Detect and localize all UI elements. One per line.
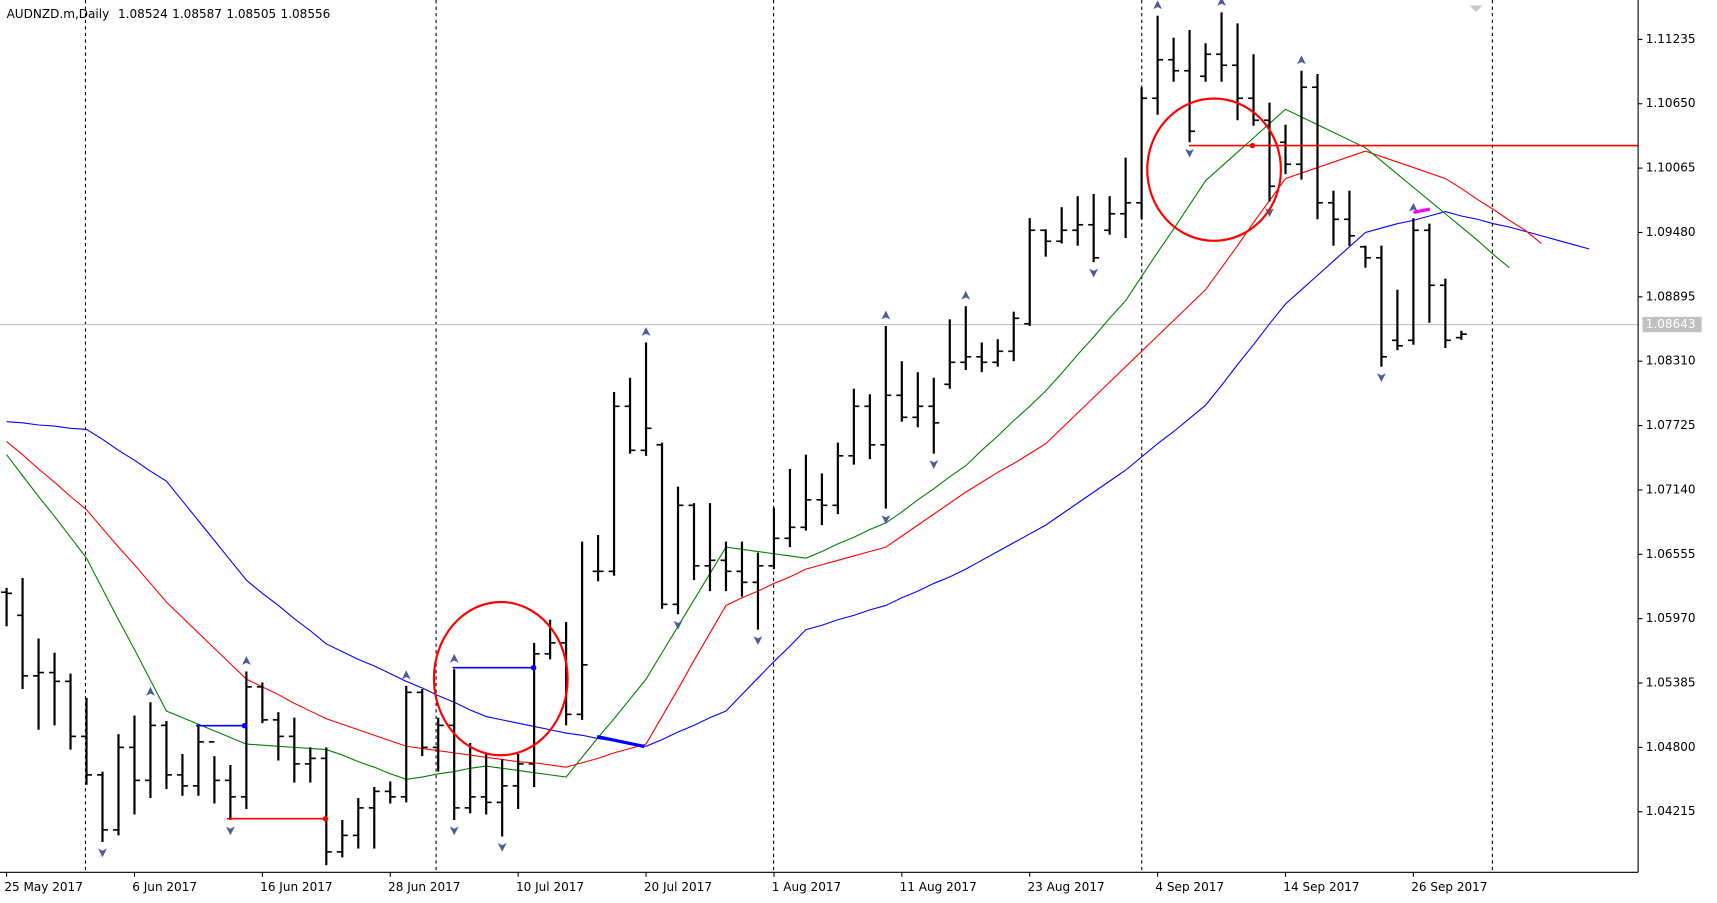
- x-tick-label: 23 Aug 2017: [1028, 880, 1105, 894]
- plot-layer: [0, 0, 1639, 866]
- x-tick-label: 1 Aug 2017: [772, 880, 841, 894]
- highlight-circle: [1146, 97, 1282, 242]
- fractal-down: [1089, 268, 1099, 278]
- drawings: [196, 5, 1639, 822]
- chart-title: AUDNZD.m,Daily 1.08524 1.08587 1.08505 1.085…: [7, 7, 331, 21]
- x-tick-label: 25 May 2017: [4, 880, 82, 894]
- x-tick-label: 26 Sep 2017: [1411, 880, 1487, 894]
- level-dot: [322, 815, 329, 822]
- fractal-up: [961, 290, 971, 300]
- fractal-up: [1217, 0, 1226, 6]
- fractal-down: [929, 460, 939, 469]
- fractal-up: [146, 686, 155, 696]
- x-tick-label: 28 Jun 2017: [388, 880, 460, 894]
- y-tick-label: 1.10065: [1646, 161, 1696, 175]
- fractal-down: [98, 848, 107, 858]
- last-close: 1.08556: [281, 7, 331, 21]
- symbol: AUDNZD.m,Daily: [7, 7, 110, 21]
- fractal-down: [1185, 148, 1194, 158]
- fractal-up: [881, 310, 891, 320]
- price-label-box: [1642, 316, 1702, 333]
- level-dot: [241, 722, 248, 729]
- y-tick-label: 1.11235: [1646, 32, 1696, 46]
- price-label: 1.08643: [1646, 317, 1696, 331]
- y-tick-label: 1.05385: [1646, 676, 1696, 690]
- last-high: 1.08587: [172, 7, 222, 21]
- fractal-up: [1409, 202, 1418, 212]
- last-open: 1.08524: [118, 7, 168, 21]
- y-tick-label: 1.07140: [1646, 482, 1696, 496]
- level-dot: [530, 664, 537, 671]
- fractal-down: [1377, 373, 1386, 383]
- fractal-up: [449, 653, 459, 663]
- fractal-down: [753, 636, 763, 645]
- indicator-line: [6, 108, 1510, 780]
- fractal-down: [1265, 208, 1274, 217]
- fractal-up: [401, 670, 411, 680]
- fractal-up: [241, 656, 251, 665]
- y-tick-label: 1.09480: [1646, 225, 1696, 239]
- y-tick-label: 1.08310: [1646, 354, 1696, 368]
- y-tick-label: 1.04215: [1646, 804, 1696, 818]
- x-tick-label: 14 Sep 2017: [1283, 880, 1359, 894]
- last-low: 1.08505: [226, 7, 276, 21]
- x-tick-label: 11 Aug 2017: [900, 880, 977, 894]
- indicator-line: [6, 210, 1590, 747]
- fractal-down: [673, 620, 683, 630]
- shift-marker: [1469, 5, 1483, 13]
- x-tick-label: 6 Jun 2017: [132, 880, 197, 894]
- level-dot: [1249, 142, 1256, 149]
- y-tick-label: 1.10650: [1646, 96, 1696, 110]
- x-tick-label: 16 Jun 2017: [260, 880, 332, 894]
- fractal-up: [1297, 55, 1306, 65]
- x-tick-label: 4 Sep 2017: [1155, 880, 1224, 894]
- x-tick-label: 10 Jul 2017: [516, 880, 584, 894]
- fractal-down: [497, 843, 507, 852]
- fractal-up: [641, 327, 651, 336]
- y-tick-label: 1.04800: [1646, 740, 1696, 754]
- fractal-down: [881, 515, 891, 524]
- y-tick-label: 1.07725: [1646, 418, 1696, 432]
- highlight-circle: [432, 600, 569, 757]
- y-tick-label: 1.05970: [1646, 611, 1696, 625]
- fractal-up: [1153, 0, 1162, 10]
- fractal-down: [226, 826, 235, 836]
- highlight-segment: [596, 735, 645, 749]
- y-tick-label: 1.06555: [1646, 547, 1696, 561]
- y-tick-label: 1.08895: [1646, 289, 1696, 303]
- highlight-segment: [1413, 207, 1431, 214]
- fractal-down: [449, 826, 459, 836]
- x-tick-label: 20 Jul 2017: [644, 880, 712, 894]
